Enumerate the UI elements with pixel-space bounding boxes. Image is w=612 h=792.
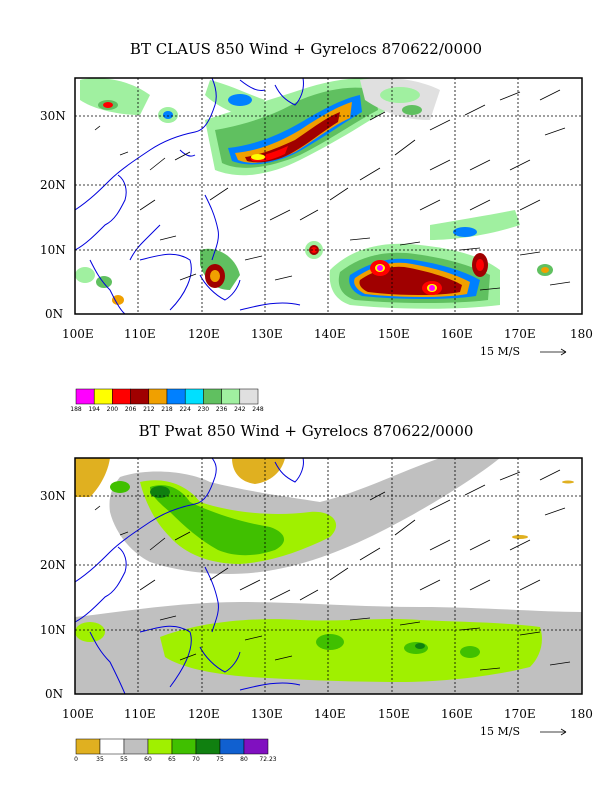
colorbar-label: 218: [161, 406, 173, 413]
colorbar-label: 70: [192, 756, 200, 763]
colorbar-label: 194: [88, 406, 100, 413]
lat-label: 10N: [40, 623, 66, 637]
colorbar-label: 60: [144, 756, 152, 763]
colorbar-label: 230: [198, 406, 210, 413]
lon-label: 130E: [251, 327, 283, 341]
colorbar-label: 224: [179, 406, 191, 413]
colorbar-label: 242: [234, 406, 246, 413]
colorbar-swatch: [195, 738, 221, 755]
lon-label: 170E: [504, 707, 536, 721]
top-map-panel: 30N 20N 10N 0N 100E 110E 120E 130E 140E …: [40, 77, 593, 413]
colorbar-swatch: [203, 388, 222, 405]
colorbar-swatch: [147, 738, 173, 755]
colorbar-label: 0: [74, 756, 78, 763]
colorbar-label: 236: [216, 406, 228, 413]
colorbar-label: 200: [107, 406, 119, 413]
top-colorbar: 188 194 200 206 212 218 224 230 236 242 248: [70, 388, 264, 413]
lat-label: 20N: [40, 558, 66, 572]
wind-vectors: [94, 469, 571, 671]
colorbar-swatch: [75, 388, 95, 405]
bottom-colorbar: 0 35 55 60 65 70 75 80 72.23: [74, 738, 277, 763]
lon-label: 100E: [62, 327, 94, 341]
lon-label: 100E: [62, 707, 94, 721]
lon-label: 130E: [251, 707, 283, 721]
lon-label: 160E: [441, 327, 473, 341]
colorbar-label: 206: [125, 406, 137, 413]
colorbar-label: 65: [168, 756, 176, 763]
arrowhead-icon: [560, 728, 567, 736]
lon-label: 180: [570, 707, 593, 721]
graticule: [75, 78, 582, 314]
lon-label: 150E: [378, 707, 410, 721]
colorbar-swatch: [123, 738, 149, 755]
colorbar-swatch: [130, 388, 150, 405]
colorbar-swatch: [99, 738, 125, 755]
colorbar-swatch: [93, 388, 113, 405]
lon-label: 110E: [124, 327, 156, 341]
lon-label: 120E: [188, 707, 220, 721]
colorbar-label: 35: [96, 756, 104, 763]
colorbar-label: 72.23: [259, 756, 276, 763]
lon-label: 170E: [504, 327, 536, 341]
bottom-panel-title: BT Pwat 850 Wind + Gyrelocs 870622/0000: [138, 422, 474, 440]
colorbar-label: 80: [240, 756, 248, 763]
lon-label: 160E: [441, 707, 473, 721]
lat-label: 20N: [40, 178, 66, 192]
colorbar-label: 75: [216, 756, 224, 763]
colorbar-swatch: [221, 388, 241, 405]
reference-vector-label: 15 M/S: [480, 725, 520, 738]
colorbar-swatch: [184, 388, 204, 405]
colorbar-label: 212: [143, 406, 155, 413]
lat-label: 30N: [40, 489, 66, 503]
colorbar-swatch: [75, 738, 101, 755]
lon-label: 140E: [314, 327, 346, 341]
lat-label: 0N: [45, 307, 63, 321]
graticule: [75, 458, 582, 694]
lon-label: 140E: [314, 707, 346, 721]
lon-label: 150E: [378, 327, 410, 341]
lat-label: 30N: [40, 109, 66, 123]
colorbar-swatch: [166, 388, 186, 405]
lon-label: 180: [570, 327, 593, 341]
colorbar-swatch: [239, 388, 259, 405]
reference-vector-label: 15 M/S: [480, 345, 520, 358]
lon-label: 110E: [124, 707, 156, 721]
lon-label: 120E: [188, 327, 220, 341]
colorbar-label: 188: [70, 406, 82, 413]
wind-vectors: [94, 89, 571, 291]
coastline: [75, 458, 304, 694]
colorbar-swatch: [219, 738, 245, 755]
bottom-map-panel: 30N 20N 10N 0N 100E 110E 120E 130E 140E …: [40, 457, 593, 763]
colorbar-swatch: [112, 388, 131, 405]
lat-label: 0N: [45, 687, 63, 701]
lat-label: 10N: [40, 243, 66, 257]
colorbar-swatch: [171, 738, 197, 755]
arrowhead-icon: [560, 348, 567, 356]
colorbar-label: 248: [252, 406, 264, 413]
coastline: [75, 78, 304, 314]
colorbar-swatch: [243, 738, 269, 755]
colorbar-label: 55: [120, 756, 128, 763]
top-panel-title: BT CLAUS 850 Wind + Gyrelocs 870622/0000: [129, 40, 483, 58]
cloud-temperature-field: [75, 78, 553, 309]
colorbar-swatch: [148, 388, 168, 405]
